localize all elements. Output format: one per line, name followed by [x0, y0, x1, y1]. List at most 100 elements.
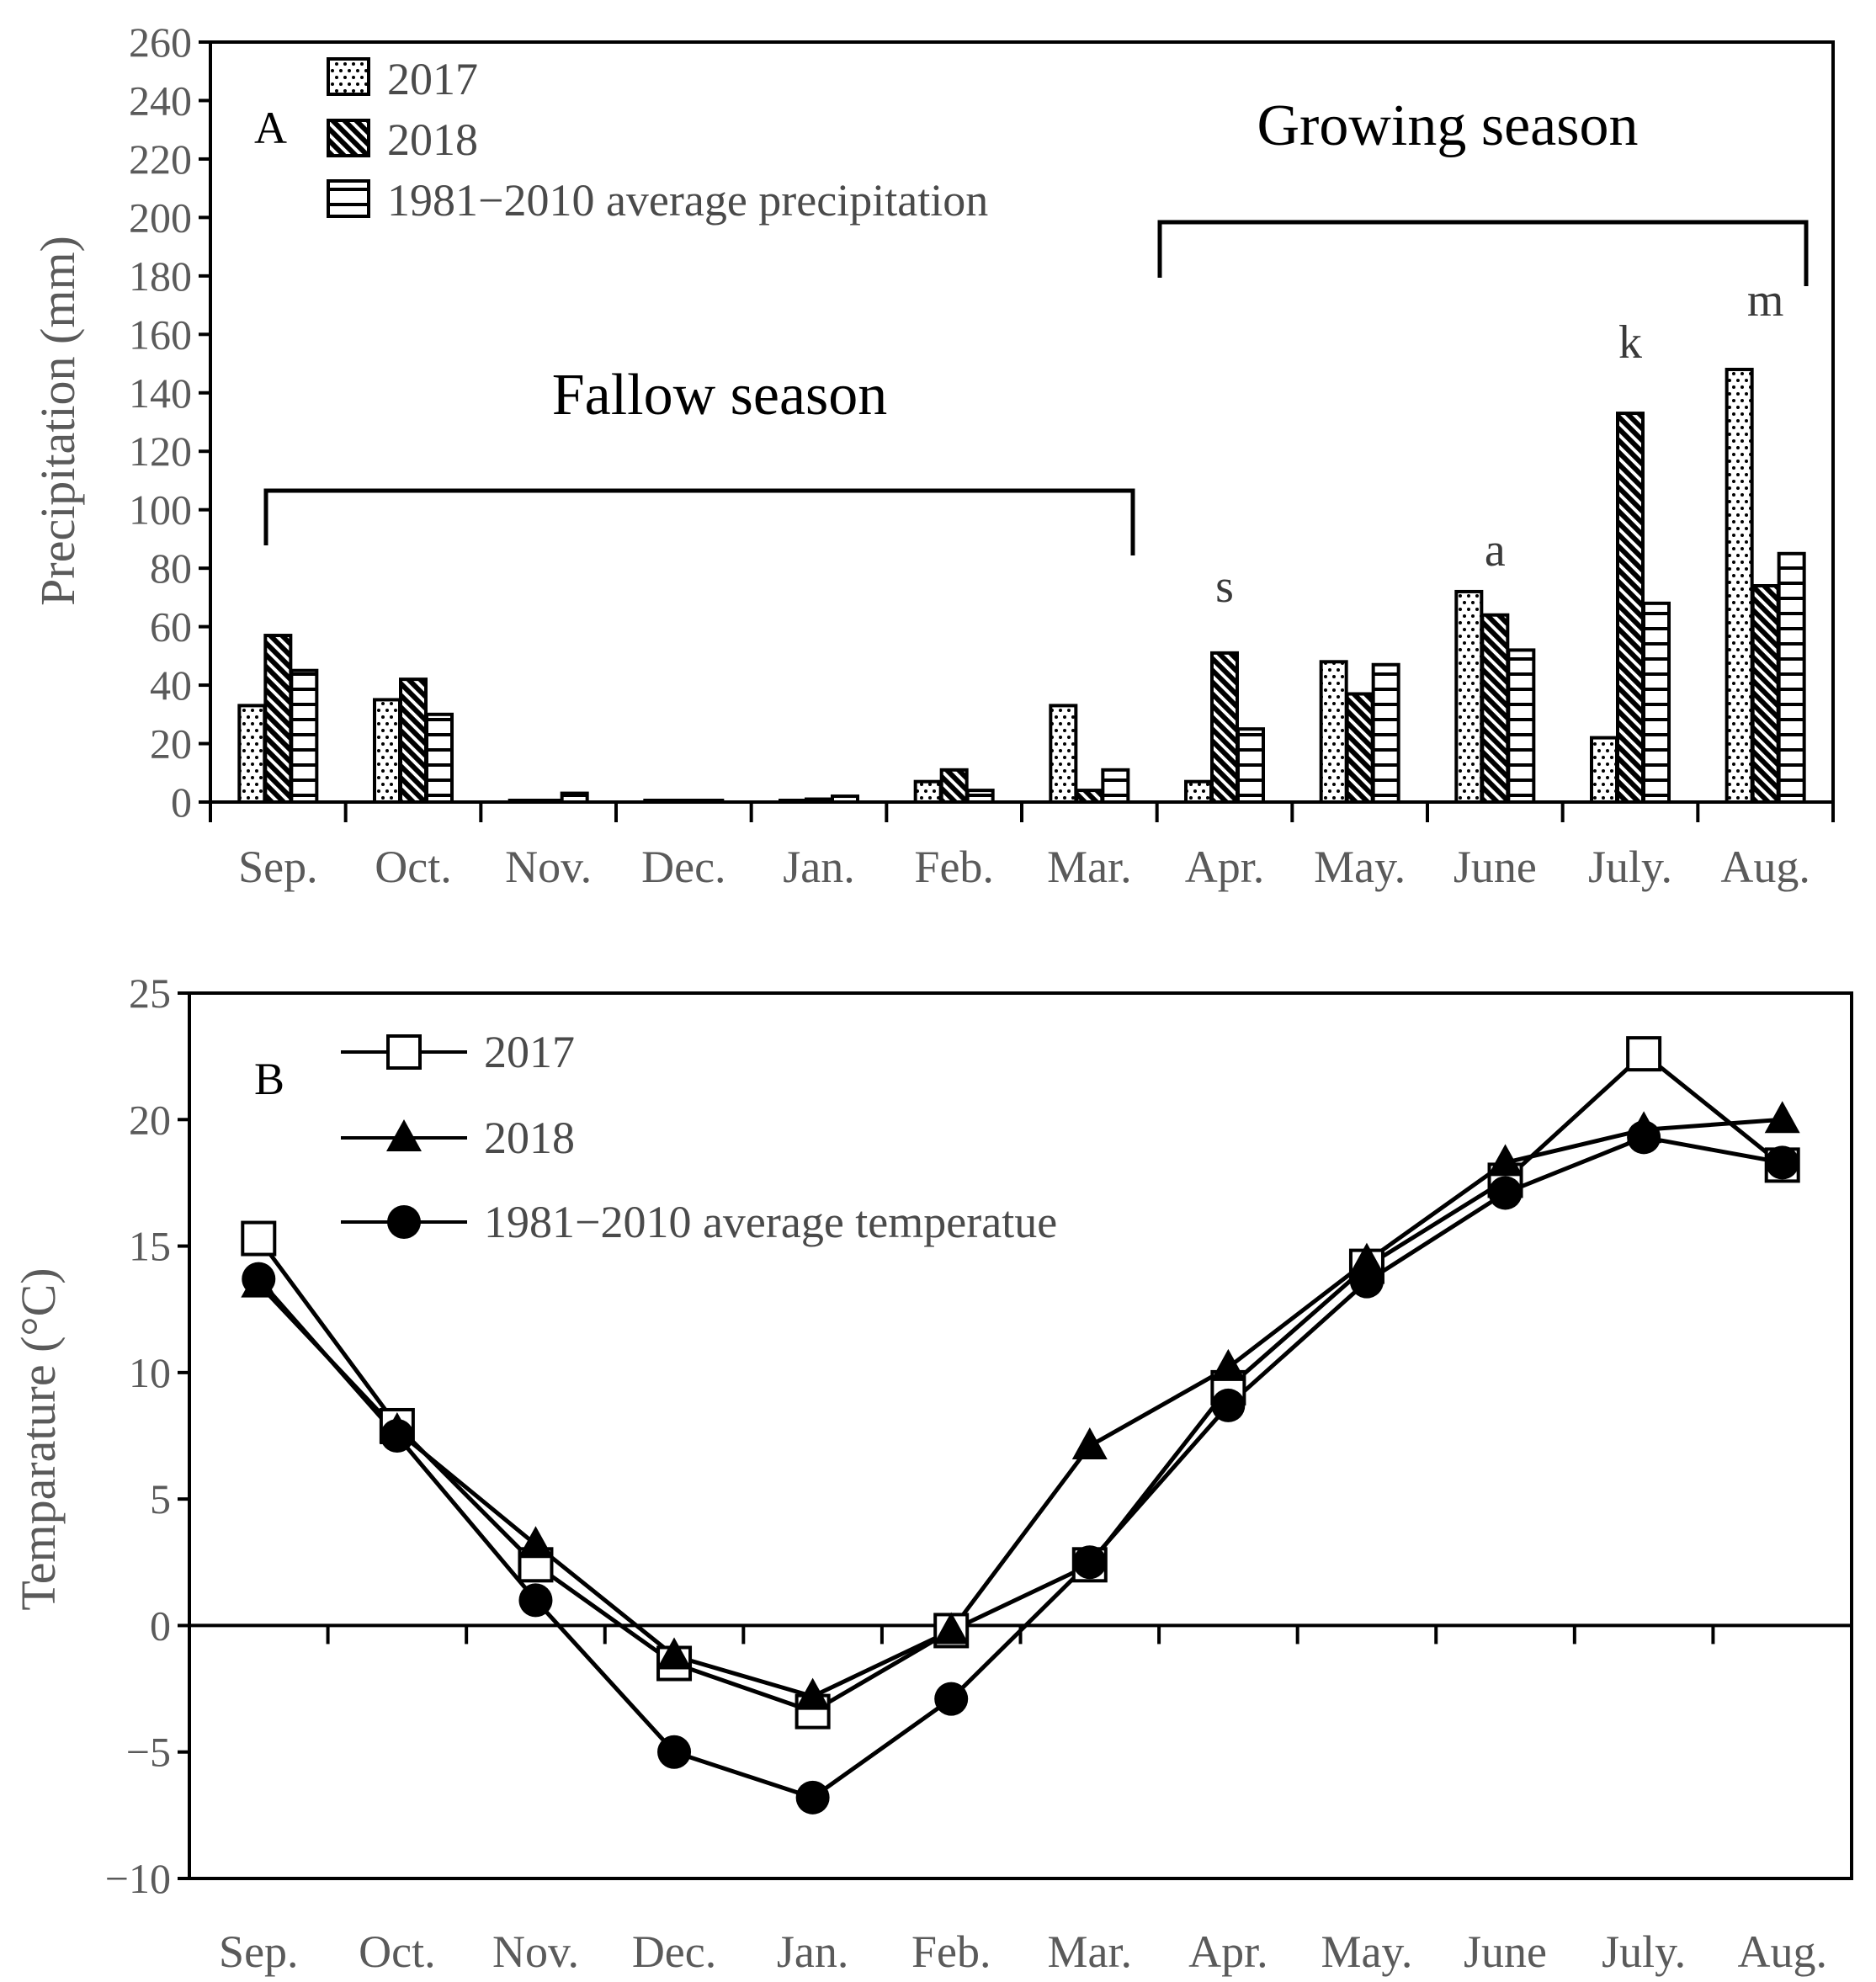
- panel-b-y-axis-title: Temparature (°C): [11, 1267, 66, 1610]
- bar-diagonal: [1480, 613, 1510, 804]
- panel-a-x-ticks: Sep. Oct. Nov. Dec. Jan. Feb. Mar. Apr. May. June…: [209, 802, 1835, 892]
- panel-b-legend: 2017 2018 1981−2010 average temperatue: [341, 1027, 1057, 1247]
- x-tick-label: Dec.: [632, 1926, 716, 1977]
- bar-horizontal: [1236, 727, 1265, 805]
- bar-horizontal: [1101, 768, 1130, 804]
- significance-letter: a: [1485, 524, 1506, 577]
- bar-dots: [913, 779, 943, 805]
- open-square-marker-icon: [386, 1034, 422, 1070]
- legend-label: 2018: [387, 114, 478, 165]
- legend-item-2018: 2018: [341, 1113, 575, 1163]
- marker-filled-circle: [1488, 1176, 1523, 1210]
- marker-filled-circle: [1211, 1388, 1246, 1422]
- x-tick-label: July.: [1588, 842, 1672, 892]
- y-tick-label: 240: [129, 77, 192, 124]
- legend-label: 1981−2010 average temperatue: [484, 1197, 1057, 1247]
- legend-item-average: 1981−2010 average precipitation: [327, 175, 988, 226]
- bar-dots: [373, 698, 401, 805]
- bar-diagonal: [1210, 651, 1239, 804]
- bar-dots: [1725, 367, 1754, 804]
- marker-filled-triangle: [795, 1677, 831, 1710]
- x-tick-label: Oct.: [359, 1926, 435, 1977]
- marker-open-square: [241, 1220, 277, 1257]
- y-tick-label: 200: [129, 194, 192, 241]
- legend-item-2017: 2017: [327, 54, 478, 104]
- marker-filled-triangle: [933, 1612, 970, 1645]
- x-tick-label: Nov.: [492, 1926, 579, 1977]
- y-tick-label: 20: [129, 1096, 171, 1143]
- y-tick-label: 260: [129, 19, 192, 66]
- panel-b-x-ticks: Sep. Oct. Nov. Dec. Jan. Feb. Mar. Apr. May. June…: [219, 1625, 1827, 1977]
- significance-letter: s: [1215, 561, 1234, 613]
- panel-a-significance-letters: s a k m: [1215, 274, 1783, 613]
- bar-diagonal: [1616, 412, 1645, 804]
- panel-b-frame: [188, 991, 1853, 1880]
- x-tick-label: May.: [1314, 842, 1406, 892]
- x-tick-label: Dec.: [641, 842, 725, 892]
- y-tick-label: 40: [150, 662, 192, 709]
- marker-filled-triangle: [1348, 1242, 1384, 1275]
- marker-filled-circle: [657, 1735, 692, 1769]
- bar-dots: [237, 704, 267, 805]
- marker-filled-circle: [934, 1682, 969, 1716]
- marker-filled-circle: [1349, 1264, 1384, 1299]
- x-tick-label: Oct.: [375, 842, 451, 892]
- panel-a-label: A: [254, 103, 287, 153]
- y-tick-label: 10: [129, 1349, 171, 1396]
- filled-triangle-marker-icon: [386, 1119, 422, 1151]
- y-tick-label: 120: [129, 428, 192, 475]
- bar-horizontal: [425, 712, 454, 804]
- fallow-season-bracket: [263, 488, 1135, 555]
- y-tick-label: 160: [129, 311, 192, 358]
- x-tick-label: May.: [1321, 1926, 1412, 1977]
- x-tick-label: Nov.: [505, 842, 592, 892]
- x-tick-label: Apr.: [1188, 1926, 1268, 1977]
- panel-a-bars: [237, 367, 1806, 805]
- panel-a-legend: 2017 2018 1981−2010 average precipitatio…: [327, 54, 988, 226]
- marker-filled-circle: [795, 1780, 830, 1815]
- y-tick-label: 15: [129, 1223, 171, 1270]
- panel-b-y-ticks: −10 −5 0 5 10 15 20 25: [105, 970, 189, 1902]
- marker-filled-circle: [242, 1262, 276, 1296]
- panel-a-y-axis-title: Precipitation (mm): [30, 236, 85, 606]
- legend-label: 2018: [484, 1113, 575, 1163]
- series-line-filled-circle: [257, 1134, 1783, 1800]
- bar-diagonal: [263, 634, 293, 804]
- marker-filled-triangle: [1487, 1144, 1523, 1177]
- x-tick-label: Jan.: [783, 842, 854, 892]
- marker-open-square: [1626, 1036, 1662, 1072]
- growing-season-bracket: [1157, 220, 1809, 286]
- x-tick-label: Aug.: [1737, 1926, 1827, 1977]
- bar-dots: [1319, 660, 1348, 804]
- legend-item-average: 1981−2010 average temperatue: [341, 1197, 1057, 1247]
- panel-a-y-ticks: 0 20 40 60 80 100 120 140 160 180 200 220 240 260: [129, 19, 210, 826]
- marker-filled-circle: [1765, 1145, 1799, 1180]
- bar-diagonal: [1345, 692, 1374, 804]
- y-tick-label: 180: [129, 252, 192, 300]
- y-tick-label: 140: [129, 369, 192, 417]
- legend-swatch-diagonal: [327, 119, 370, 157]
- x-tick-label: Jan.: [777, 1926, 848, 1977]
- series-line-filled-triangle: [257, 1117, 1783, 1699]
- bar-diagonal: [1075, 789, 1104, 804]
- marker-filled-circle: [518, 1583, 553, 1618]
- bar-horizontal: [1642, 601, 1671, 804]
- bar-dots: [1590, 736, 1618, 804]
- x-tick-label: Sep.: [219, 1926, 299, 1977]
- bar-dots: [1454, 589, 1484, 805]
- legend-label: 2017: [484, 1027, 575, 1077]
- y-tick-label: 5: [150, 1475, 171, 1522]
- bar-dots: [1184, 779, 1213, 805]
- filled-circle-marker-icon: [387, 1205, 421, 1239]
- bar-diagonal: [399, 677, 428, 805]
- growing-season-label: Growing season: [1257, 93, 1639, 158]
- x-tick-label: June: [1464, 1926, 1547, 1977]
- x-tick-label: Apr.: [1185, 842, 1265, 892]
- panel-a-precipitation: Precipitation (mm) 0 20 40 60 80 100 120 140 160…: [30, 19, 1835, 892]
- y-tick-label: 20: [150, 720, 192, 768]
- y-tick-label: 25: [129, 970, 171, 1017]
- y-tick-label: 100: [129, 486, 192, 534]
- significance-letter: k: [1618, 316, 1642, 369]
- y-tick-label: −10: [105, 1855, 171, 1902]
